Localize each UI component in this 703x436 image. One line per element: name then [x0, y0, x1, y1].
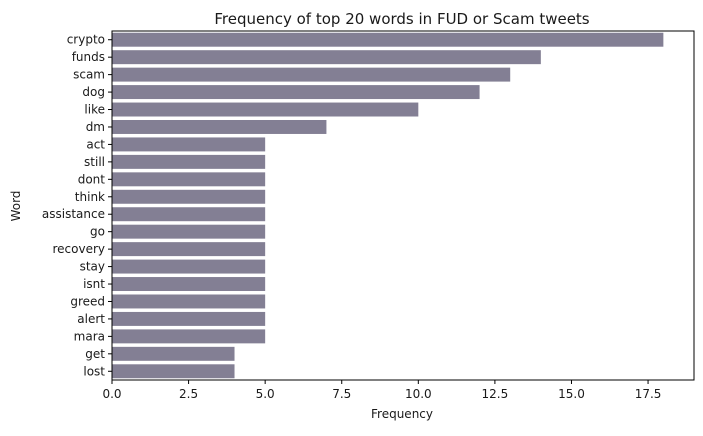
x-tick-label: 0.0 — [102, 387, 121, 401]
bar-think — [112, 189, 266, 204]
x-tick-label: 2.5 — [179, 387, 198, 401]
y-tick-label: get — [85, 347, 105, 361]
bar-act — [112, 137, 266, 152]
bar-crypto — [112, 32, 664, 47]
bar-like — [112, 102, 419, 117]
bar-dog — [112, 85, 480, 100]
bar-get — [112, 346, 235, 361]
bar-greed — [112, 294, 266, 309]
bar-isnt — [112, 277, 266, 292]
y-tick-label: isnt — [83, 277, 105, 291]
y-tick-label: dog — [82, 85, 105, 99]
y-tick-label: stay — [80, 260, 105, 274]
y-tick-label: assistance — [42, 207, 105, 221]
bar-go — [112, 224, 266, 239]
bar-recovery — [112, 242, 266, 257]
bar-alert — [112, 311, 266, 326]
x-tick-label: 7.5 — [332, 387, 351, 401]
y-tick-label: think — [75, 190, 105, 204]
plot-frame — [111, 30, 695, 381]
y-axis-label: Word — [9, 191, 23, 222]
bar-funds — [112, 50, 541, 65]
bar-mara — [112, 329, 266, 344]
bar-scam — [112, 67, 511, 82]
y-tick-label: greed — [70, 294, 105, 308]
y-tick-label: scam — [73, 68, 105, 82]
y-tick-label: still — [84, 155, 105, 169]
y-tick-label: lost — [83, 364, 105, 378]
y-tick-label: dm — [86, 120, 105, 134]
y-tick-label: alert — [77, 312, 105, 326]
x-tick-label: 12.5 — [482, 387, 509, 401]
y-tick-label: like — [84, 103, 105, 117]
bar-dm — [112, 119, 327, 134]
bars-group — [112, 32, 664, 379]
bar-dont — [112, 172, 266, 187]
x-tick-label: 15.0 — [558, 387, 585, 401]
x-tick-label: 10.0 — [405, 387, 432, 401]
x-axis-label: Frequency — [371, 407, 433, 421]
bar-assistance — [112, 207, 266, 222]
bar-still — [112, 154, 266, 169]
y-tick-label: crypto — [67, 33, 105, 47]
x-axis: 0.0 2.5 5.0 7.5 10.0 12.5 15.0 17.5 — [102, 380, 661, 401]
y-tick-label: go — [90, 225, 105, 239]
y-tick-label: recovery — [52, 242, 105, 256]
bar-stay — [112, 259, 266, 274]
x-tick-label: 5.0 — [256, 387, 275, 401]
bar-lost — [112, 364, 235, 379]
chart-title: Frequency of top 20 words in FUD or Scam… — [214, 10, 589, 28]
x-tick-label: 17.5 — [635, 387, 662, 401]
y-tick-label: funds — [72, 50, 105, 64]
y-tick-label: act — [86, 137, 105, 151]
y-axis: crypto funds scam dog like dm act still dont thin… — [42, 33, 112, 378]
y-tick-label: dont — [78, 172, 106, 186]
y-tick-label: mara — [74, 329, 105, 343]
